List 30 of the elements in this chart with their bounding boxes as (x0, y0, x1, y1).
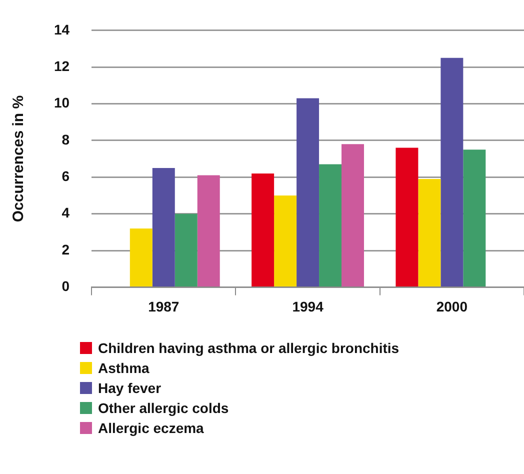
bar (274, 195, 297, 286)
bar (342, 144, 364, 286)
bar (418, 178, 441, 286)
y-tick-label: 10 (54, 94, 70, 111)
bar (130, 228, 152, 286)
x-tick-label: 1994 (292, 298, 324, 314)
y-axis-title: Occurrences in % (10, 95, 28, 222)
y-tick-label: 6 (62, 168, 70, 184)
y-tick-label: 8 (62, 131, 70, 148)
legend-label: Children having asthma or allergic bronchitis (98, 340, 400, 356)
bar (396, 148, 418, 286)
legend-label: Hay fever (98, 380, 162, 396)
bar (197, 175, 220, 286)
bar (296, 98, 320, 286)
legend-label: Asthma (98, 360, 150, 376)
y-tick-label: 2 (62, 241, 70, 258)
legend-label: Other allergic colds (98, 400, 229, 416)
x-tick-label: 2000 (436, 298, 468, 314)
bar (440, 58, 464, 286)
y-tick-label: 4 (62, 204, 70, 221)
bar (174, 214, 198, 286)
bar (152, 168, 175, 286)
y-tick-label: 12 (54, 58, 70, 74)
y-tick-label: 14 (54, 21, 70, 38)
bar (252, 173, 274, 286)
bar (463, 150, 486, 286)
x-tick-label: 1987 (148, 298, 180, 314)
bar (319, 164, 342, 286)
legend-label: Allergic eczema (98, 420, 204, 436)
y-tick-label: 0 (62, 278, 70, 294)
